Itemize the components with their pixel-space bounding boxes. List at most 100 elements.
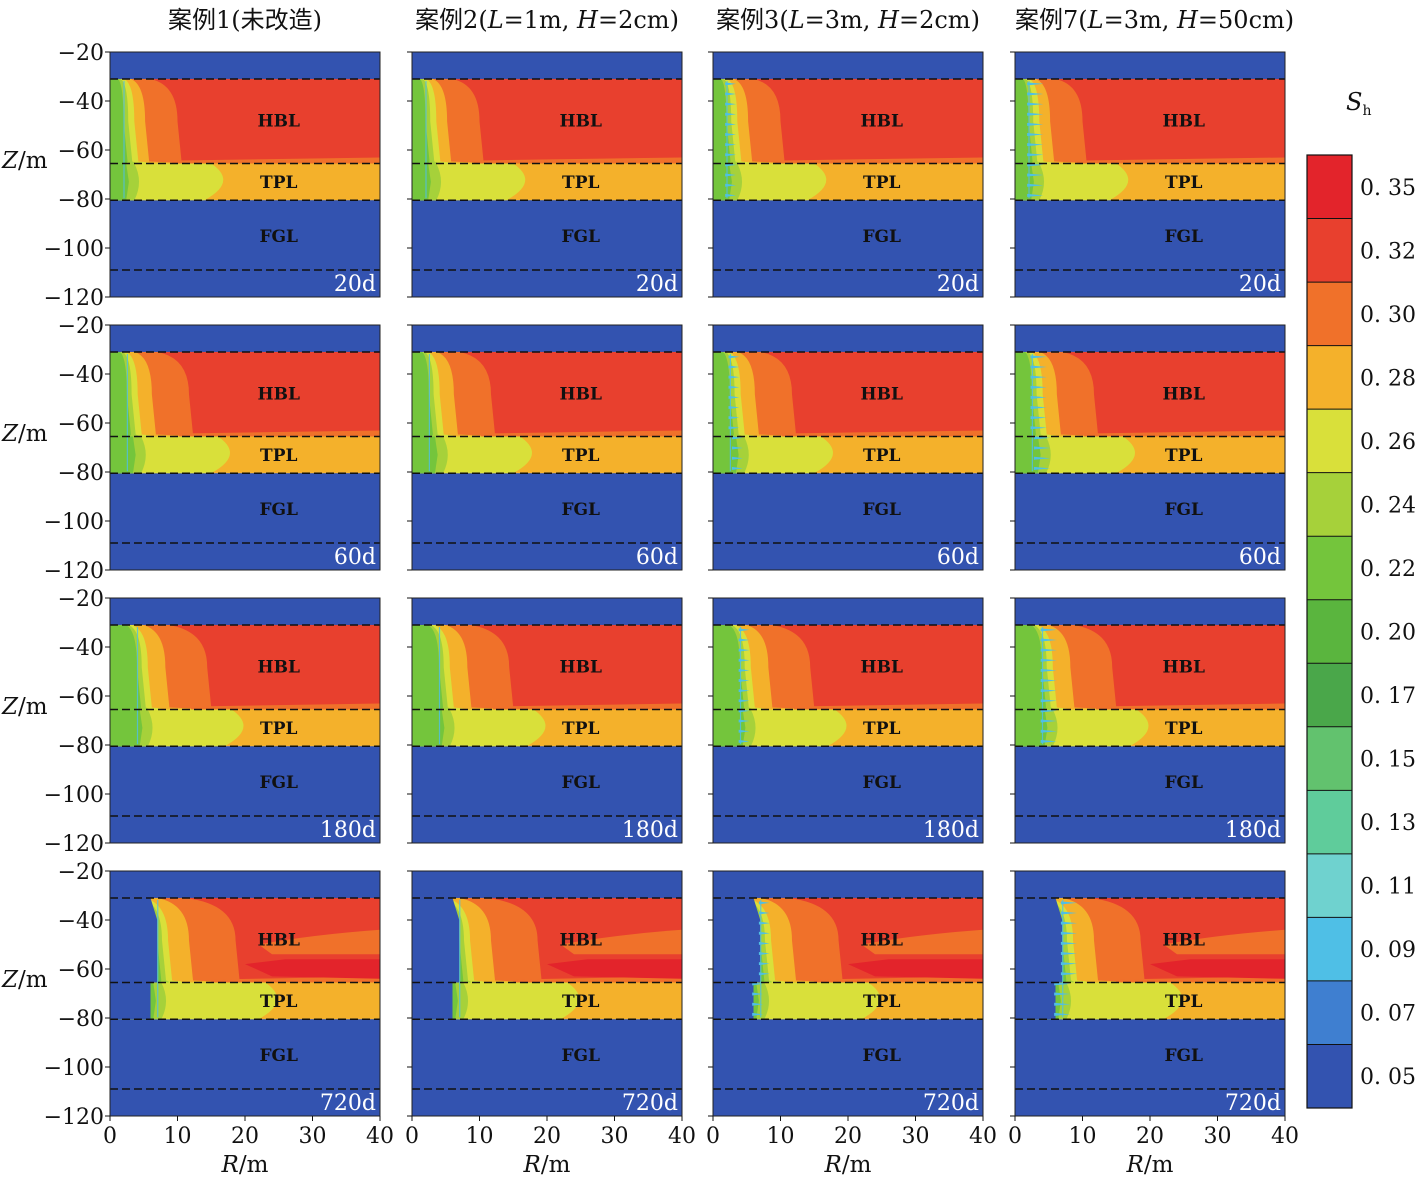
hbl-base-wedge	[814, 976, 983, 983]
fracture-stripe	[1027, 173, 1044, 177]
fracture-stripe	[1060, 941, 1078, 945]
time-label: 720d	[320, 1091, 376, 1116]
panel-frame	[411, 324, 683, 571]
fracture-stripe	[738, 628, 750, 632]
colorbar-swatch	[1307, 536, 1352, 601]
hbl-contour-band	[1015, 624, 1047, 710]
x-tick-label: 40	[668, 1124, 696, 1149]
layer-label-hbl: HBL	[258, 112, 300, 132]
time-label: 60d	[334, 545, 376, 570]
hbl-lens	[1163, 929, 1285, 955]
fracture-stripe	[738, 699, 750, 703]
x-tick-label: 0	[1008, 1124, 1022, 1149]
time-label: 180d	[622, 818, 678, 843]
hbl-contour-band	[1015, 78, 1033, 164]
fracture-stripe	[1033, 466, 1051, 470]
hbl-contour-band	[412, 78, 430, 164]
colorbar-swatch	[1307, 472, 1352, 537]
layer-label-hbl: HBL	[560, 385, 602, 405]
panel-frame	[712, 324, 984, 571]
fracture-stripe	[725, 193, 736, 197]
contour-panel: HBL TPL FGL 720d	[407, 870, 683, 1117]
colorbar-level-label: 0. 05	[1360, 1065, 1416, 1090]
layer-label-tpl: TPL	[260, 173, 297, 193]
contour-panel: HBL TPL FGL 180d	[1010, 597, 1286, 844]
colorbar-level-label: 0. 22	[1360, 557, 1416, 582]
fracture-stripe	[738, 668, 750, 672]
fracture-stripe	[725, 143, 736, 147]
fracture-stripe	[1027, 133, 1044, 137]
hbl-base-wedge	[493, 703, 682, 710]
colorbar-level-label: 0. 35	[1360, 176, 1416, 201]
colorbar: 0. 35 0. 32 0. 30 0. 28 0. 26 0. 24 0. 22 0. 20…	[1306, 88, 1416, 1109]
fracture-stripe	[1030, 395, 1047, 399]
time-label: 60d	[937, 545, 979, 570]
panel-frame	[1014, 597, 1286, 844]
tpl-front-zone	[1015, 709, 1048, 747]
layer-label-hbl: HBL	[861, 658, 903, 678]
layer-label-hbl: HBL	[1163, 658, 1205, 678]
colorbar-swatch	[1307, 1044, 1352, 1109]
y-tick-label: −80	[58, 461, 104, 486]
fracture-stripe	[1027, 143, 1044, 147]
tpl-front-zone	[713, 709, 746, 747]
colorbar-level-label: 0. 17	[1360, 684, 1416, 709]
contour-panel: HBL TPL FGL 180d	[708, 597, 984, 844]
x-tick-label: 0	[706, 1124, 720, 1149]
fracture-stripe	[1060, 901, 1078, 905]
x-tick-label: 30	[601, 1124, 629, 1149]
y-tick-label: −20	[58, 314, 104, 339]
fracture-stripe	[758, 972, 770, 976]
contour-panel: HBL TPL FGL 60d	[105, 324, 381, 571]
layer-label-fgl: FGL	[561, 227, 600, 247]
panel-frame	[1014, 51, 1286, 298]
layer-label-tpl: TPL	[863, 173, 900, 193]
y-tick-label: −100	[44, 783, 104, 808]
fracture-stripe	[731, 466, 743, 470]
fracture-stripe	[731, 446, 743, 450]
colorbar-level-label: 0. 26	[1360, 430, 1416, 455]
fracture-stripe	[728, 426, 740, 430]
fracture-stripe	[1027, 122, 1044, 126]
y-tick-label: −100	[44, 1056, 104, 1081]
fracture-stripe	[752, 1002, 763, 1006]
colorbar-swatch	[1307, 599, 1352, 664]
y-tick-label: −40	[58, 90, 104, 115]
contour-panel: HBL TPL FGL 60d	[708, 324, 984, 571]
colorbar-swatch	[1307, 155, 1352, 220]
fracture-stripe	[728, 395, 740, 399]
y-tick-label: −60	[58, 139, 104, 164]
fracture-stripe	[1027, 102, 1044, 106]
y-axis-label: Z/m	[1, 694, 48, 720]
y-tick-label: −60	[58, 685, 104, 710]
fracture-stripe	[1030, 385, 1047, 389]
fracture-stripe	[1027, 193, 1044, 197]
tpl-void	[110, 982, 151, 1020]
layer-label-fgl: FGL	[561, 500, 600, 520]
fracture-stripe	[758, 952, 770, 956]
layer-label-tpl: TPL	[562, 992, 599, 1012]
layer-label-fgl: FGL	[1164, 773, 1203, 793]
x-axis-label: R/m	[523, 1152, 571, 1178]
colorbar-level-label: 0. 32	[1360, 239, 1416, 264]
y-tick-label: −120	[44, 286, 104, 311]
panel-frame	[712, 51, 984, 298]
fracture-stripe	[725, 82, 736, 86]
x-tick-label: 40	[969, 1124, 997, 1149]
x-axis-label: R/m	[1126, 1152, 1174, 1178]
x-tick-label: 30	[1204, 1124, 1232, 1149]
hbl-contour-band	[1015, 351, 1036, 437]
x-tick-label: 20	[834, 1124, 862, 1149]
fracture-stripe	[738, 638, 750, 642]
colorbar-level-label: 0. 09	[1360, 938, 1416, 963]
y-tick-label: −40	[58, 363, 104, 388]
hbl-high-sh-core	[245, 959, 380, 979]
fracture-stripe	[728, 365, 740, 369]
fracture-stripe	[1060, 972, 1078, 976]
tpl-tongue	[1015, 163, 1129, 201]
tpl-front-zone	[412, 436, 438, 474]
column-title-1: 案例1(未改造)	[168, 6, 322, 34]
y-tick-label: −120	[44, 1105, 104, 1130]
fracture-stripe	[725, 102, 736, 106]
tpl-tongue	[713, 163, 827, 201]
